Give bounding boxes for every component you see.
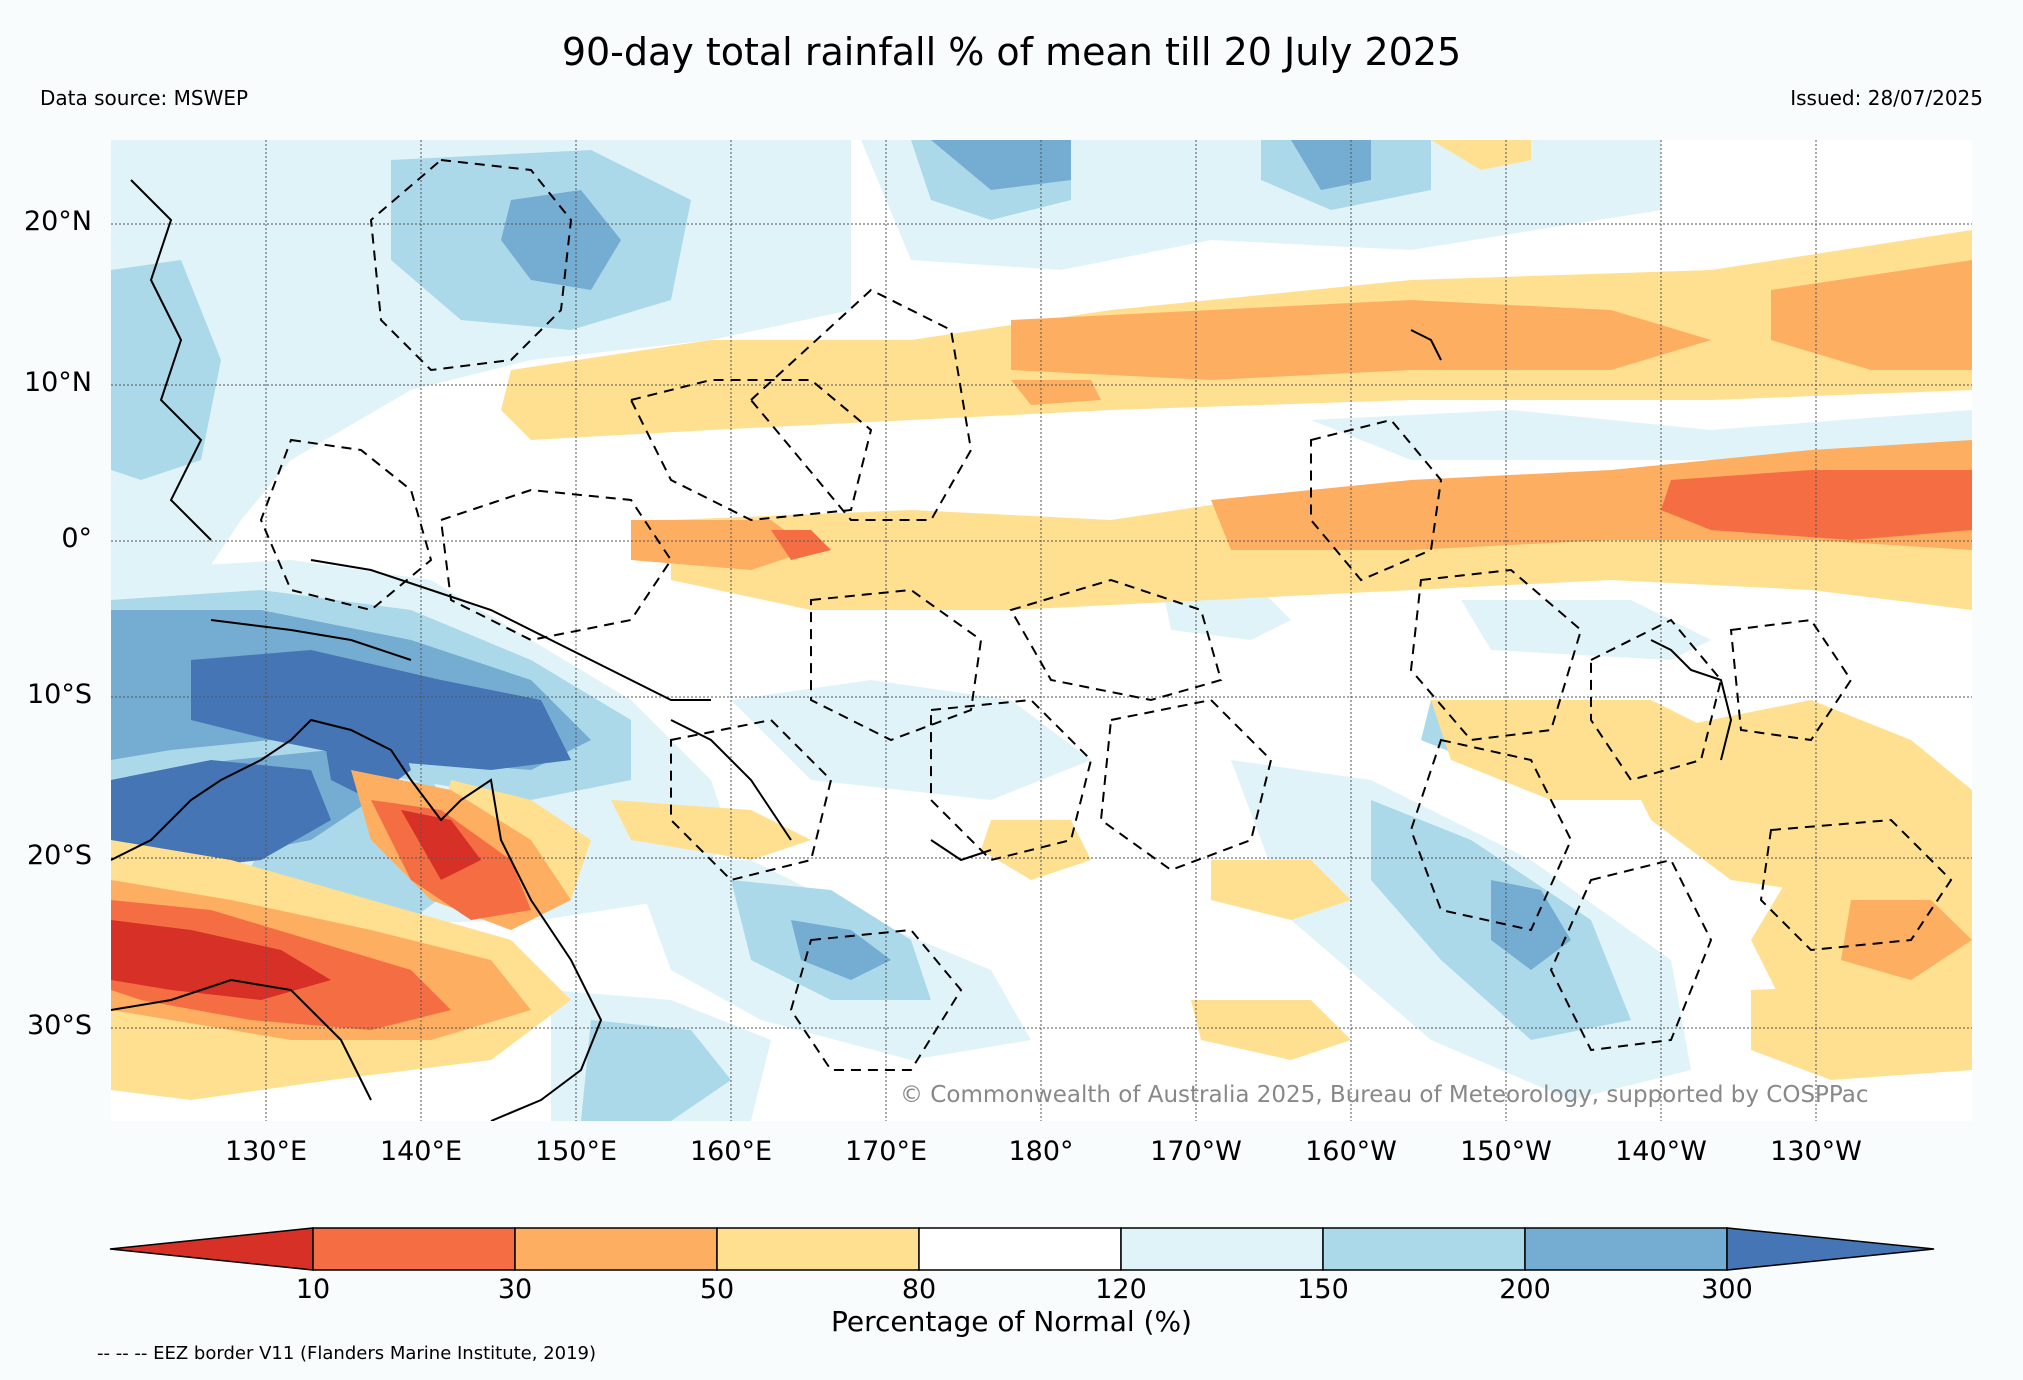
data-source: Data source: MSWEP: [40, 86, 249, 110]
copyright-notice: © Commonwealth of Australia 2025, Bureau…: [900, 1082, 1869, 1108]
lat-label-10n: 10°N: [23, 367, 92, 398]
rainfall-map-canvas: [111, 140, 1972, 1121]
rainfall-map: [111, 140, 1972, 1121]
colorbar-segment-lt10: [109, 1227, 314, 1271]
colorbar-tick-30: 30: [497, 1274, 533, 1305]
colorbar-tick-120: 120: [1095, 1274, 1147, 1305]
map-title: 90-day total rainfall % of mean till 20 …: [561, 30, 1462, 74]
lon-label-140e: 140°E: [379, 1136, 463, 1167]
colorbar-tick-150: 150: [1297, 1274, 1349, 1305]
lon-label-160e: 160°E: [689, 1136, 773, 1167]
lon-label-140w: 140°W: [1615, 1136, 1707, 1167]
lon-label-130w: 130°W: [1770, 1136, 1862, 1167]
lon-label-180: 180°: [1008, 1136, 1074, 1167]
colorbar: [109, 1227, 1935, 1271]
eez-footnote: -- -- -- EEZ border V11 (Flanders Marine…: [97, 1343, 597, 1364]
colorbar-tick-50: 50: [699, 1274, 735, 1305]
colorbar-tick-200: 200: [1499, 1274, 1551, 1305]
colorbar-segment-120-150: [1120, 1227, 1324, 1271]
lon-label-170e: 170°E: [844, 1136, 928, 1167]
lon-label-150w: 150°W: [1460, 1136, 1552, 1167]
colorbar-segment-150-200: [1322, 1227, 1526, 1271]
colorbar-segment-gt300: [1726, 1227, 1935, 1271]
colorbar-segment-30-50: [514, 1227, 718, 1271]
lon-label-150e: 150°E: [534, 1136, 618, 1167]
colorbar-segment-80-120: [918, 1227, 1122, 1271]
colorbar-segment-10-30: [312, 1227, 516, 1271]
colorbar-tick-80: 80: [901, 1274, 937, 1305]
colorbar-segment-50-80: [716, 1227, 920, 1271]
issued-date: Issued: 28/07/2025: [1790, 86, 1983, 110]
lat-label-30s: 30°S: [27, 1010, 92, 1041]
colorbar-tick-300: 300: [1701, 1274, 1753, 1305]
colorbar-label: Percentage of Normal (%): [831, 1305, 1192, 1338]
lon-label-130e: 130°E: [224, 1136, 308, 1167]
colorbar-segment-200-300: [1524, 1227, 1728, 1271]
lat-label-eq: 0°: [61, 523, 92, 554]
lon-label-160w: 160°W: [1305, 1136, 1397, 1167]
lat-label-10s: 10°S: [27, 679, 92, 710]
colorbar-tick-10: 10: [295, 1274, 331, 1305]
lat-label-20n: 20°N: [23, 206, 92, 237]
lat-label-20s: 20°S: [27, 840, 92, 871]
lon-label-170w: 170°W: [1150, 1136, 1242, 1167]
